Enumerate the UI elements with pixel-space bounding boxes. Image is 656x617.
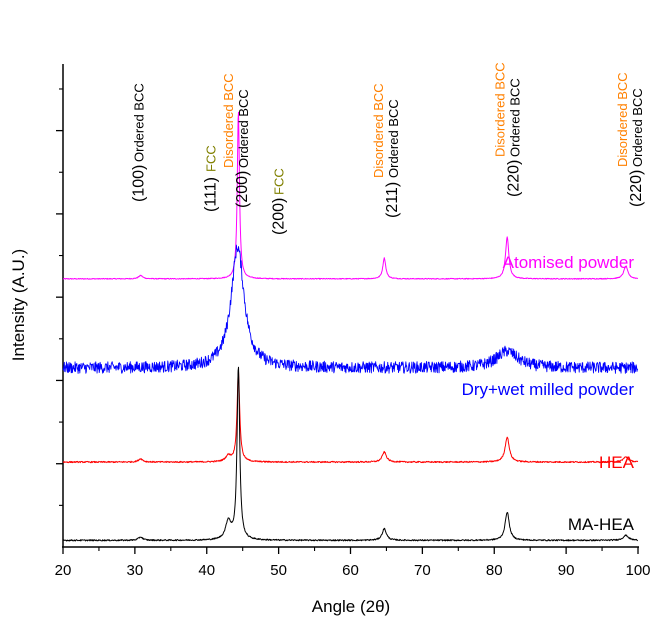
series-line-3 bbox=[62, 366, 638, 542]
annotation-phase: Disordered BCC bbox=[371, 83, 386, 178]
series-label-1: Dry+wet milled powder bbox=[462, 380, 635, 399]
series-label-0: Atomised powder bbox=[503, 253, 635, 272]
annotation-hkl: (200) bbox=[234, 171, 251, 208]
annotation-hkl: (100) bbox=[131, 165, 148, 202]
annotation-phase-secondary: Ordered BCC bbox=[630, 88, 645, 167]
x-tick-labels: 20 30 40 50 60 70 80 90 100 bbox=[55, 562, 651, 579]
annotation-phase-secondary: Ordered BCC bbox=[508, 78, 523, 157]
annotation-hkl: (220) bbox=[628, 170, 645, 207]
y-ticks bbox=[56, 88, 63, 506]
x-tick-label: 90 bbox=[558, 562, 575, 579]
annotation-phase: FCC bbox=[272, 168, 287, 195]
annotation-3: (200) FCC bbox=[271, 168, 288, 235]
series-line-1 bbox=[62, 244, 639, 374]
x-tick-label: 30 bbox=[127, 562, 144, 579]
series-line-0 bbox=[62, 111, 639, 280]
x-tick-label: 70 bbox=[414, 562, 431, 579]
x-tick-label: 80 bbox=[486, 562, 503, 579]
annotation-hkl: (200) bbox=[271, 198, 288, 235]
annotation-6: (220) Disordered BCC Ordered BCC bbox=[615, 72, 645, 207]
series-line-2 bbox=[62, 371, 639, 464]
annotation-hkl: (211) bbox=[384, 182, 401, 218]
annotation-phase: Disordered BCC bbox=[221, 73, 236, 168]
annotation-phase: Disordered BCC bbox=[615, 72, 630, 167]
x-ticks bbox=[62, 547, 639, 554]
annotation-phase-secondary: Ordered BCC bbox=[386, 99, 401, 178]
annotation-2: (200) Disordered BCC Ordered BCC bbox=[221, 73, 251, 208]
x-tick-label: 100 bbox=[625, 562, 650, 579]
annotation-5: (220) Disordered BCC Ordered BCC bbox=[493, 62, 523, 197]
annotation-0: (100) Ordered BCC bbox=[131, 83, 148, 202]
annotation-phase: Ordered BCC bbox=[132, 83, 147, 162]
annotation-hkl: (220) bbox=[506, 160, 523, 197]
annotation-phase: FCC bbox=[203, 145, 218, 172]
x-axis-label: Angle (2θ) bbox=[312, 597, 390, 616]
annotation-phase: Disordered BCC bbox=[493, 62, 508, 157]
axes bbox=[62, 64, 639, 548]
series-label-2: HEA bbox=[599, 453, 635, 472]
series-labels: Atomised powder Dry+wet milled powder HEA M… bbox=[462, 253, 635, 534]
x-tick-label: 40 bbox=[198, 562, 215, 579]
annotation-phase-secondary: Ordered BCC bbox=[236, 89, 251, 168]
series-group bbox=[62, 111, 639, 542]
series-label-3: MA-HEA bbox=[568, 515, 635, 534]
x-tick-label: 60 bbox=[342, 562, 359, 579]
annotation-1: (111) FCC bbox=[202, 145, 219, 212]
x-tick-label: 50 bbox=[270, 562, 287, 579]
annotation-4: (211) Disordered BCC Ordered BCC bbox=[371, 83, 401, 218]
annotation-hkl: (111) bbox=[202, 177, 219, 212]
peak-annotations: (100) Ordered BCC (111) FCC (200) Disordered … bbox=[131, 62, 645, 235]
x-tick-label: 20 bbox=[55, 562, 72, 579]
y-axis-label: Intensity (A.U.) bbox=[9, 249, 28, 361]
